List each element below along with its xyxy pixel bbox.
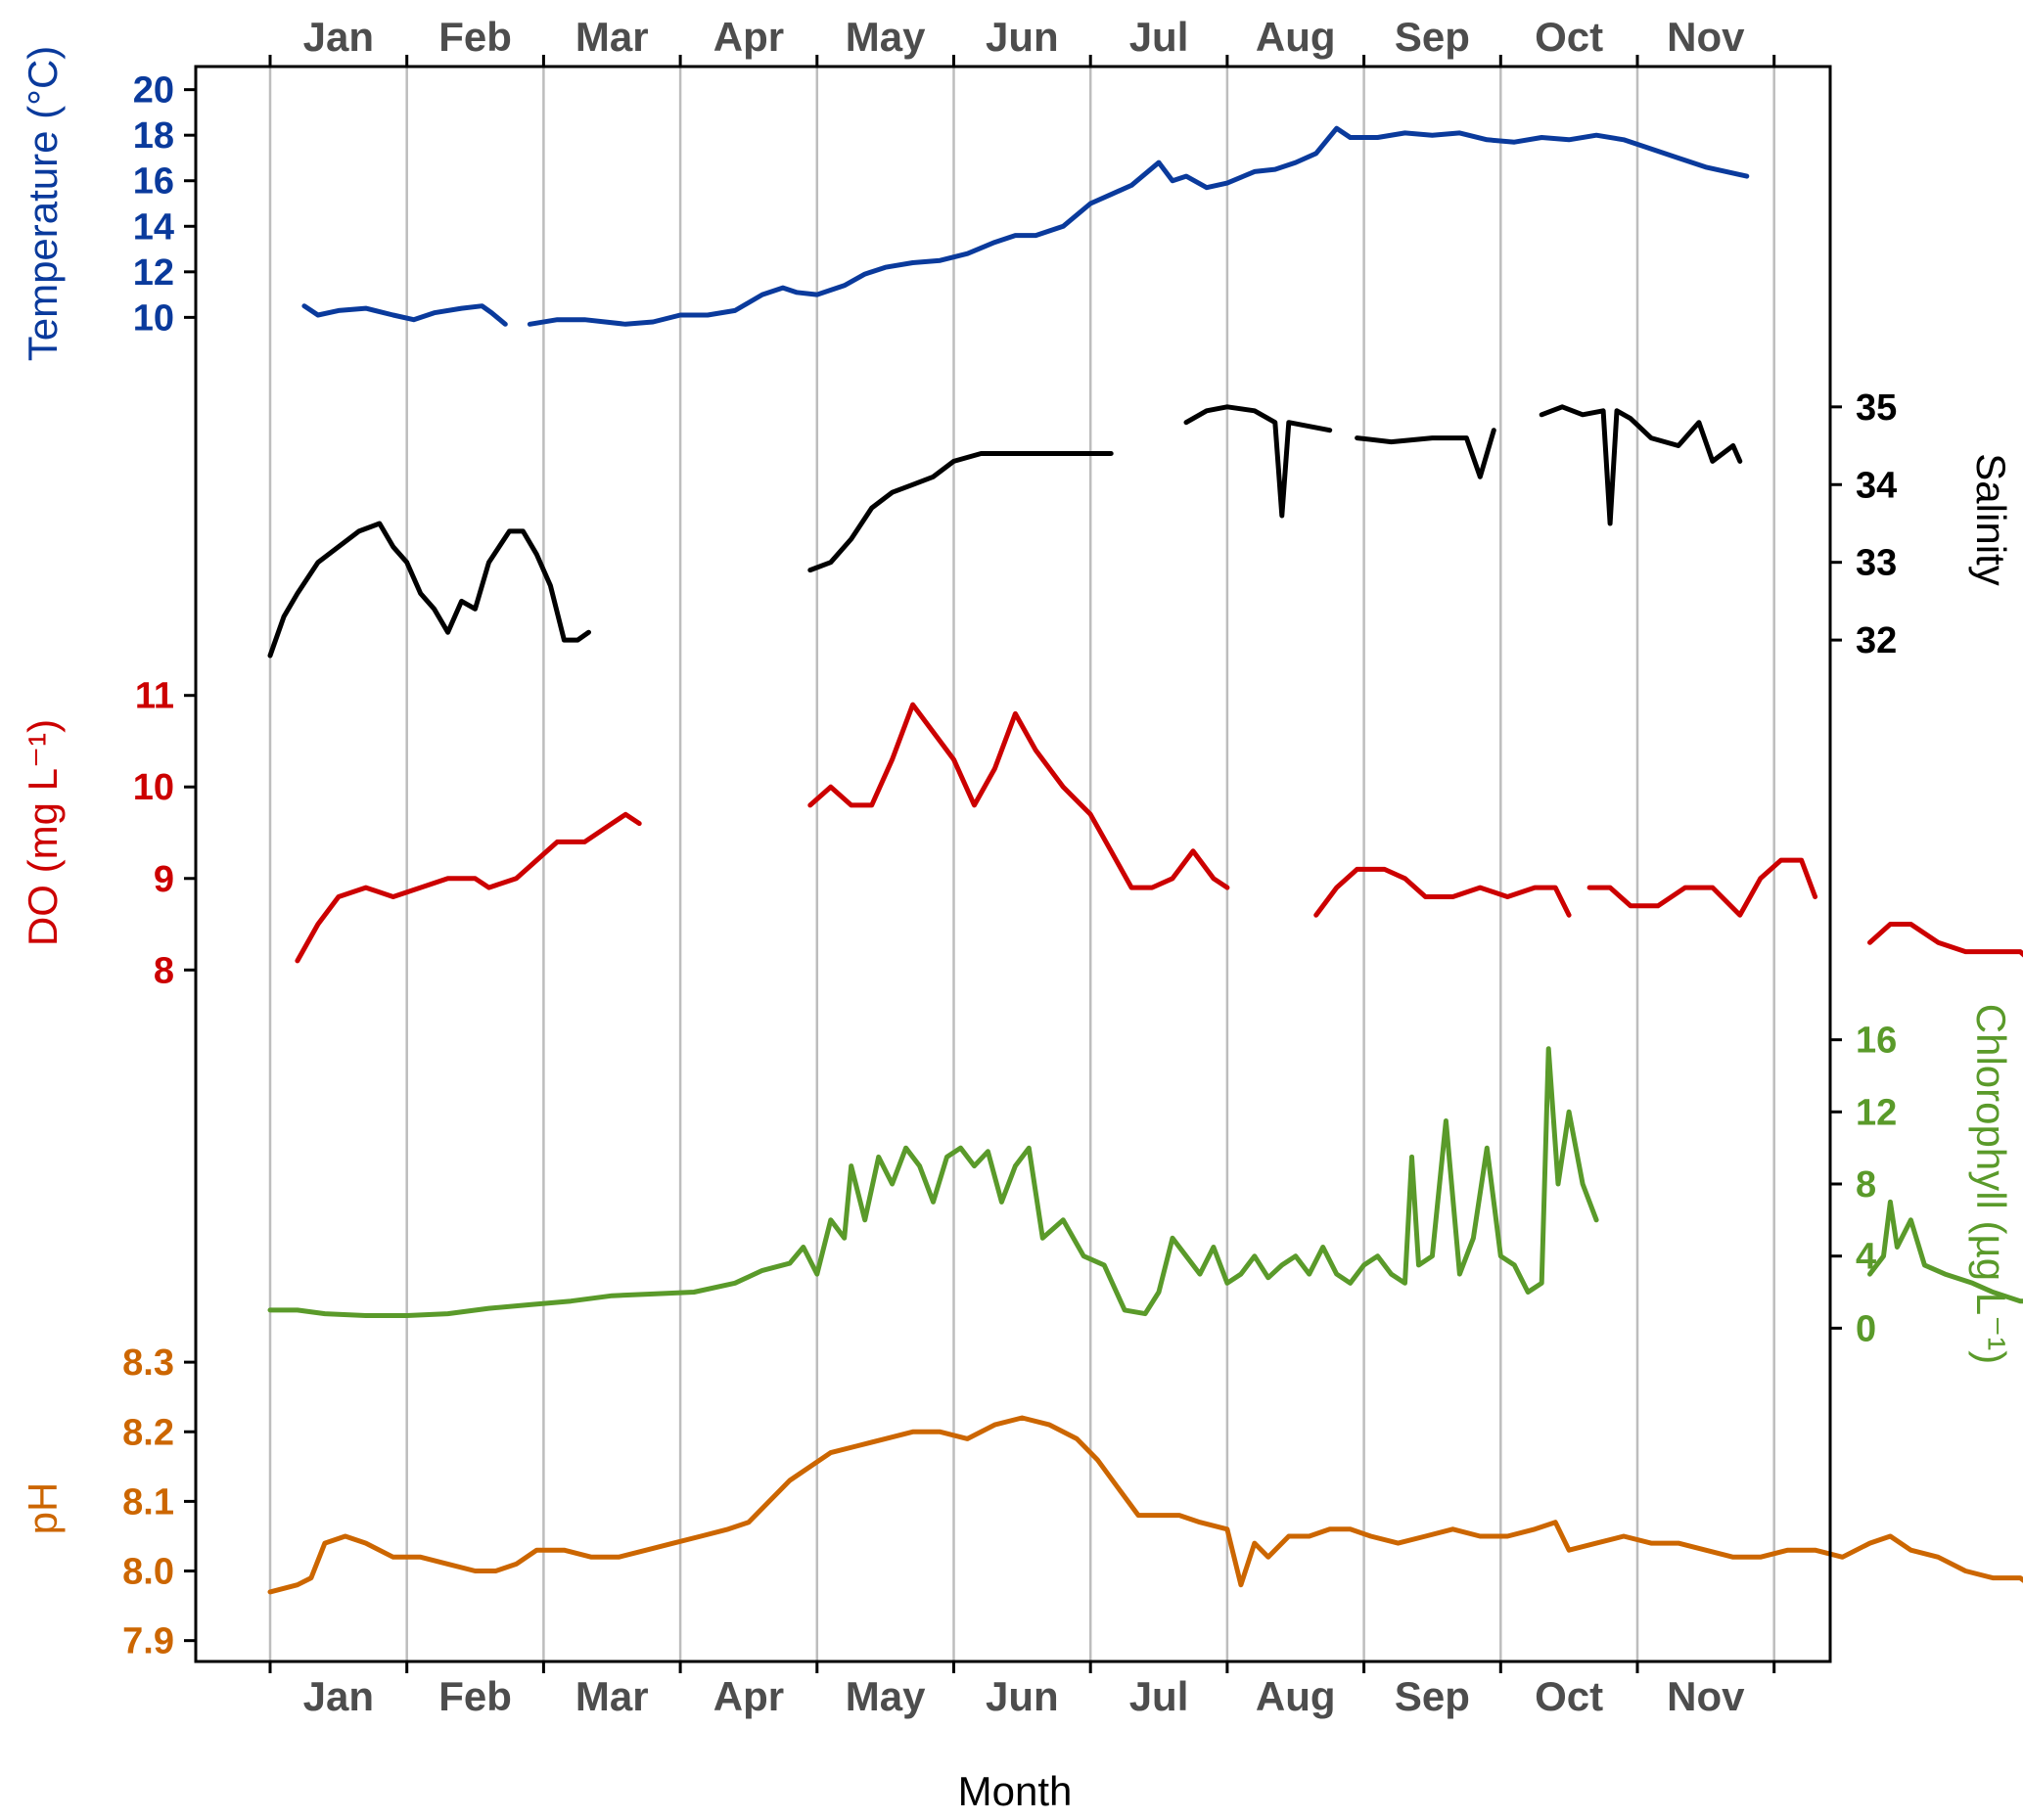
do-tick-label: 9 (154, 859, 174, 900)
bottom-month-labels: Jan Feb Mar Apr May Jun Jul Aug Sep Oct Nov (303, 1673, 1745, 1719)
month-label-bottom-feb: Feb (438, 1673, 512, 1719)
chl-tick-label: 8 (1856, 1164, 1876, 1206)
sal-series-segment-0 (267, 521, 591, 659)
do-tick-label: 10 (133, 767, 174, 808)
ph-tick-label: 8.0 (122, 1552, 174, 1593)
month-label-bottom-nov: Nov (1667, 1673, 1745, 1719)
month-label-top-jun: Jun (986, 14, 1059, 60)
do-series-segment-3 (1586, 857, 1818, 918)
temp-tick-label: 20 (133, 70, 174, 112)
ph-tick-label: 7.9 (122, 1621, 174, 1662)
chl-series-segment-0 (267, 1046, 1599, 1318)
month-label-top-apr: Apr (713, 14, 784, 60)
do-series-segment-0 (295, 811, 642, 964)
do-series-segment-4 (1867, 922, 2023, 958)
month-label-bottom-jun: Jun (986, 1673, 1059, 1719)
do-series-segment-2 (1313, 866, 1572, 918)
month-label-bottom-oct: Oct (1535, 1673, 1603, 1719)
chl-tick-label: 16 (1856, 1021, 1897, 1062)
month-label-top-feb: Feb (438, 14, 512, 60)
temp-tick-label: 14 (133, 206, 174, 248)
top-month-labels: Jan Feb Mar Apr May Jun Jul Aug Sep Oct Nov (303, 14, 1745, 60)
ph-tick-label: 8.2 (122, 1412, 174, 1453)
temp-axis-title: Temperature (°C) (20, 46, 66, 362)
ph-series-segment-0 (267, 1415, 2023, 1595)
temp-series-segment-0 (301, 303, 508, 327)
month-label-bottom-may: May (846, 1673, 926, 1719)
sal-series-segment-4 (1539, 404, 1743, 526)
month-label-bottom-apr: Apr (713, 1673, 784, 1719)
temp-tick-label: 12 (133, 252, 174, 294)
do-tick-label: 8 (154, 950, 174, 991)
ph-axis-title: pH (20, 1482, 66, 1535)
sal-series-segment-3 (1355, 428, 1496, 479)
chl-tick-label: 12 (1856, 1092, 1897, 1133)
month-label-top-mar: Mar (575, 14, 649, 60)
sal-series-segment-2 (1183, 404, 1333, 519)
month-label-top-jan: Jan (303, 14, 374, 60)
month-label-top-jul: Jul (1129, 14, 1189, 60)
month-label-bottom-jan: Jan (303, 1673, 374, 1719)
sal-tick-label: 34 (1856, 465, 1897, 506)
do-axis-title: DO (mg L⁻¹) (20, 719, 66, 946)
chl-tick-label: 4 (1856, 1237, 1876, 1278)
sal-tick-label: 33 (1856, 543, 1897, 584)
ph-tick-label: 8.1 (122, 1481, 174, 1523)
month-label-top-oct: Oct (1535, 14, 1603, 60)
sal-tick-label: 32 (1856, 620, 1897, 661)
temp-tick-label: 10 (133, 297, 174, 339)
month-label-bottom-sep: Sep (1395, 1673, 1470, 1719)
chl-tick-label: 0 (1856, 1308, 1876, 1349)
month-label-top-may: May (846, 14, 926, 60)
temp-tick-label: 18 (133, 115, 174, 157)
chl-axis-title: Chlorophyll (µg L⁻¹) (1968, 1004, 2014, 1364)
month-label-top-aug: Aug (1256, 14, 1336, 60)
temp-tick-label: 16 (133, 161, 174, 203)
month-label-bottom-jul: Jul (1129, 1673, 1189, 1719)
month-label-bottom-aug: Aug (1256, 1673, 1336, 1719)
chl-series-segment-1 (1867, 1199, 2023, 1304)
temp-series-segment-1 (527, 125, 1750, 327)
sal-tick-label: 35 (1856, 387, 1897, 429)
x-axis-title: Month (958, 1768, 1073, 1814)
month-label-top-nov: Nov (1667, 14, 1745, 60)
do-tick-label: 11 (135, 676, 174, 717)
series-lines (267, 125, 2023, 1595)
do-series-segment-1 (807, 702, 1230, 890)
month-label-bottom-mar: Mar (575, 1673, 649, 1719)
ph-tick-label: 8.3 (122, 1342, 174, 1384)
sal-series-segment-1 (807, 451, 1114, 573)
sal-axis-title: Salinity (1968, 453, 2014, 585)
month-label-top-sep: Sep (1395, 14, 1470, 60)
